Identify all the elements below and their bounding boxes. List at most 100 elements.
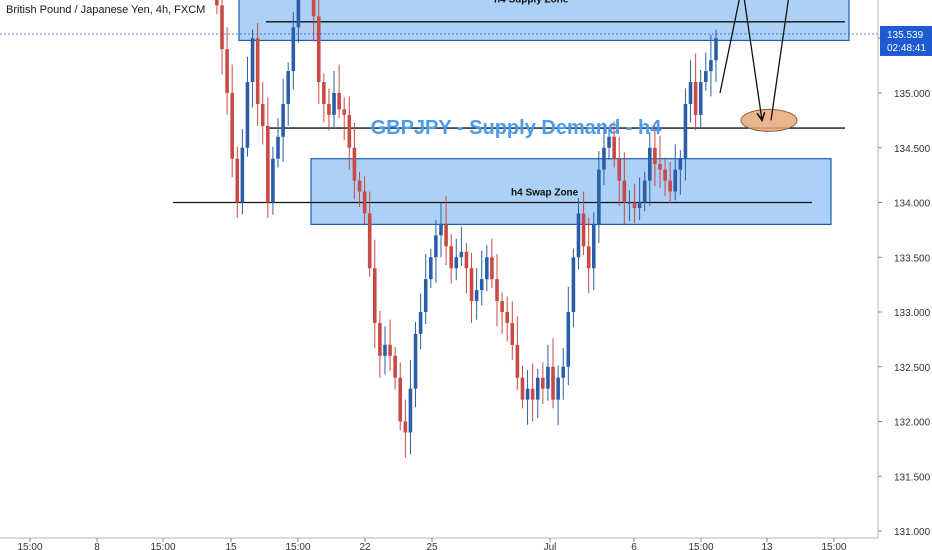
candle-up — [602, 147, 606, 170]
candles-layer — [215, 0, 718, 458]
candle-down — [505, 312, 509, 323]
price-axis[interactable]: 140.500140.000139.500139.000138.500138.0… — [877, 0, 931, 538]
x-tick-label: 22 — [359, 542, 371, 550]
y-tick-label: 131.500 — [894, 472, 931, 483]
candle-down — [255, 38, 260, 104]
candle-up — [408, 388, 413, 433]
chart-symbol-title: British Pound / Japanese Yen, 4h, FXCM — [6, 4, 206, 16]
x-tick-label: 6 — [631, 542, 637, 550]
candle-up — [429, 257, 433, 280]
x-tick-label: 15:00 — [821, 542, 846, 550]
candle-up — [479, 279, 484, 291]
candle-down — [530, 388, 535, 400]
price-tag-timer: 02:48:41 — [887, 43, 926, 54]
candle-down — [632, 202, 637, 208]
x-tick-label: 13 — [761, 542, 773, 550]
candle-down — [342, 109, 347, 115]
projection-arrow[interactable] — [719, 0, 746, 94]
candle-up — [332, 93, 336, 115]
candle-down — [398, 377, 403, 422]
candle-up — [418, 312, 423, 334]
projection-arrow[interactable] — [770, 0, 812, 121]
x-tick-label: 15:00 — [285, 542, 310, 550]
candle-up — [566, 312, 571, 367]
candle-down — [520, 377, 525, 400]
candle-down — [327, 103, 331, 115]
overlay-layer — [0, 0, 878, 132]
candle-down — [490, 257, 494, 280]
candle-up — [271, 158, 275, 203]
candle-down — [495, 279, 499, 302]
candle-down — [316, 16, 321, 83]
x-tick-label: 15:00 — [688, 542, 713, 550]
swap-zone-box[interactable] — [310, 158, 832, 225]
candle-up — [296, 0, 301, 28]
candle-down — [500, 301, 504, 312]
candle-down — [337, 93, 341, 110]
y-tick-label: 132.000 — [894, 418, 931, 429]
candle-up — [678, 158, 683, 170]
candle-down — [357, 180, 362, 192]
candle-down — [352, 147, 357, 181]
candle-up — [683, 103, 688, 159]
candle-down — [586, 246, 591, 269]
candle-up — [576, 213, 581, 258]
supply-zone-label: h4 Supply Zone — [494, 0, 569, 5]
x-tick-label: 15:00 — [17, 542, 42, 550]
candle-down — [230, 93, 234, 159]
candle-down — [658, 164, 662, 170]
candle-up — [291, 27, 296, 72]
candle-down — [622, 180, 627, 203]
y-tick-label: 131.000 — [894, 527, 931, 538]
candle-up — [556, 377, 560, 400]
candle-down — [444, 224, 448, 247]
candle-down — [388, 344, 392, 356]
x-tick-label: 8 — [94, 542, 100, 550]
candle-down — [612, 136, 616, 159]
candle-down — [347, 114, 352, 148]
candle-up — [413, 333, 418, 389]
candle-up — [704, 71, 708, 83]
candle-up — [535, 377, 540, 400]
candle-up — [591, 224, 596, 269]
candle-down — [393, 355, 397, 378]
candle-down — [378, 322, 382, 356]
candle-down — [510, 322, 515, 345]
candle-up — [459, 251, 464, 258]
x-tick-label: 25 — [426, 542, 438, 550]
candle-down — [322, 82, 326, 104]
y-tick-label: 133.000 — [894, 308, 931, 319]
candle-down — [266, 125, 270, 203]
candle-up — [434, 235, 438, 258]
candle-down — [403, 421, 408, 433]
candle-up — [709, 60, 713, 72]
time-axis[interactable]: 15:00 8 15:00 15 15:00 22 25 Jul 6 15:00 13 15:00 — [0, 537, 878, 550]
candle-up — [250, 38, 255, 83]
candle-down — [617, 158, 622, 181]
candle-up — [423, 279, 428, 312]
candle-down — [367, 213, 372, 269]
candle-up — [607, 136, 611, 148]
candle-up — [546, 366, 550, 389]
candle-up — [597, 169, 601, 225]
candle-down — [541, 377, 545, 389]
candle-up — [642, 180, 647, 203]
candle-up — [673, 169, 678, 192]
candle-down — [581, 213, 586, 247]
candle-up — [474, 290, 479, 302]
candle-up — [454, 257, 459, 269]
candle-down — [225, 49, 229, 93]
candle-down — [260, 103, 265, 126]
candle-up — [240, 147, 245, 203]
candle-up — [383, 344, 387, 356]
y-tick-label: 132.500 — [894, 363, 931, 374]
projection-arrow[interactable] — [742, 0, 762, 120]
x-tick-label: 15:00 — [150, 542, 175, 550]
highlight-ellipse[interactable] — [740, 108, 798, 132]
candle-up — [439, 224, 443, 236]
candle-up — [571, 257, 576, 312]
candle-down — [372, 268, 377, 323]
candle-down — [449, 246, 453, 269]
candle-down — [235, 158, 240, 203]
